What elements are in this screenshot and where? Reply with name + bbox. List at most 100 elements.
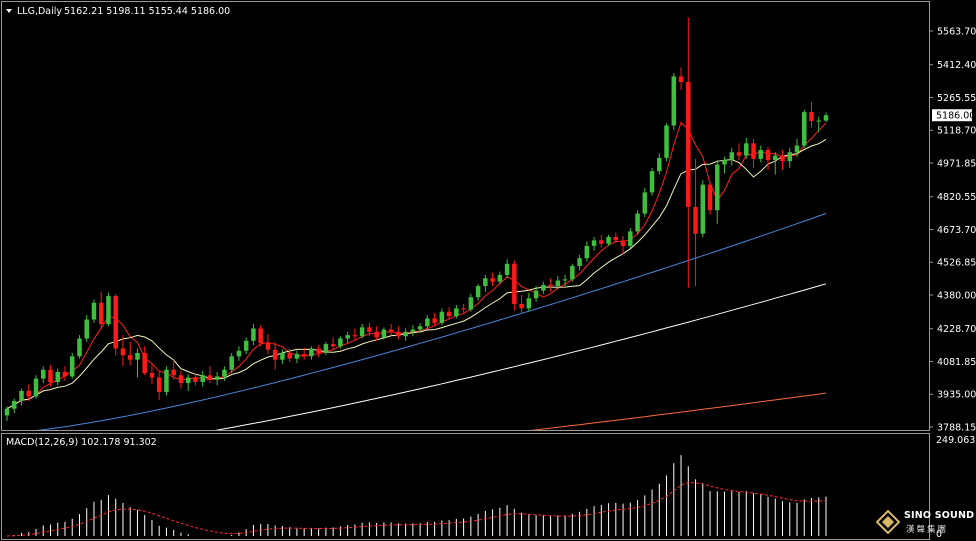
candle [265,334,271,355]
price-tick-label: 4971.85 [937,159,976,170]
candle [33,375,39,399]
candle-body [715,164,720,211]
current-price-tag: 5186.00 [932,109,975,122]
candle [526,292,532,312]
candle [802,109,807,148]
macd-signal-line [6,482,827,537]
price-tick-label: 5265.55 [937,93,976,104]
candle-body [55,371,60,382]
candle-body [425,318,430,327]
candle-body [338,338,343,347]
candle-body [439,311,445,323]
candle [48,365,53,387]
logo-subtitle: 漢聲集團 [906,525,949,535]
candle-body [214,376,220,380]
candle-body [367,327,372,332]
candle [562,274,568,287]
candle-body [475,286,481,298]
candle [207,366,213,384]
candle-body [171,369,176,376]
candle-body [251,328,256,341]
candle-body [606,237,611,244]
price-panel-frame [1,1,930,431]
candle-body [403,331,408,337]
candle-body [316,348,321,353]
candle-body [555,280,561,287]
candle-body [156,377,162,393]
candle [410,325,416,337]
candle-body [135,352,140,360]
candle [613,232,619,243]
candle-body [4,408,10,416]
candle-body [773,155,778,161]
candle [19,388,24,406]
candle [323,341,329,356]
candle [4,406,10,422]
candle [475,283,481,301]
price-tick-label: 4526.85 [937,258,976,269]
candle [664,123,669,162]
candle [77,335,82,359]
candle [439,308,445,326]
candle [461,303,466,313]
candle-body [77,338,82,357]
candle-body [294,354,300,359]
candle-body [490,278,495,282]
candle [657,153,662,175]
candle-body [577,258,582,267]
candle-body [113,296,118,349]
candle-body [758,150,764,159]
candle [120,335,126,367]
candle [359,323,365,339]
candle [294,350,300,364]
candle [251,323,256,346]
price-tick-label: 5118.70 [937,126,976,137]
price-tick-label: 5563.70 [937,27,976,38]
candle-body [301,354,307,357]
candle [171,359,176,380]
candle-body [570,266,575,280]
candle [519,295,524,313]
candle-body [396,331,401,337]
candle-body [678,76,684,83]
candle [12,398,17,414]
candle [794,138,800,157]
candle [700,180,706,238]
candle [98,291,104,329]
candle-body [142,352,147,374]
candle-body [686,82,691,207]
candles [4,17,829,422]
ohlc-values: 5162.21 5198.11 5155.44 5186.00 [64,6,230,17]
candle [229,352,234,374]
candle-body [40,369,46,379]
candle-body [729,152,735,161]
candle [367,322,372,337]
candle [403,328,408,341]
candle-body [69,356,75,377]
macd-axis-bottom: 0 [936,529,942,540]
candle-body [62,371,68,377]
price-tick-label: 4081.85 [937,357,976,368]
candle [635,210,640,235]
candle-body [649,171,655,193]
candle-body [584,245,590,259]
candle-body [359,327,365,337]
candle [185,374,191,391]
candle-body [620,240,626,246]
candle-body [193,377,198,382]
price-axis: 5563.70 5412.40 5265.55 5118.70 4971.85 4820.… [929,27,976,434]
ma-extra-line [530,392,827,430]
collapse-triangle-icon[interactable] [6,9,12,13]
candle [584,241,590,262]
candle [715,160,720,224]
price-tick-label: 3788.15 [937,423,976,434]
candle [193,373,198,386]
candle-body [483,278,488,287]
candle [69,352,75,379]
candle [707,181,713,215]
candle [243,337,249,355]
candle-body [823,115,829,121]
candle [642,187,648,217]
candle [823,112,829,123]
candle-body [736,152,742,156]
